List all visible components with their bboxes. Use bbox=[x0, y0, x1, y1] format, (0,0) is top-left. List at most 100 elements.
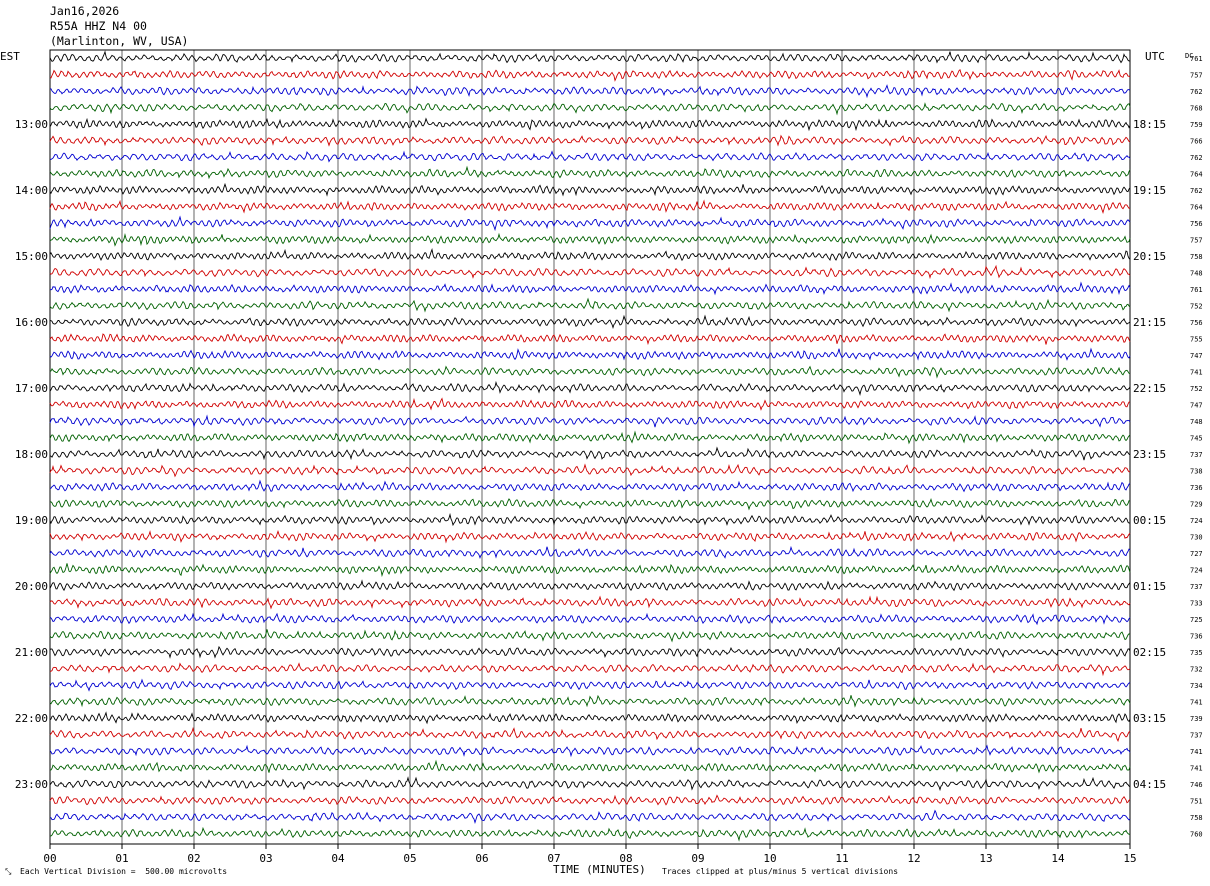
x-tick-label: 06 bbox=[475, 852, 488, 865]
x-tick-label: 14 bbox=[1051, 852, 1065, 865]
est-hour-label: 21:00 bbox=[15, 646, 48, 659]
seismic-trace bbox=[49, 248, 1131, 262]
seismic-trace bbox=[49, 182, 1131, 197]
scale-note: Each Vertical Division = 500.00 microvol… bbox=[20, 867, 228, 876]
seismic-trace bbox=[49, 711, 1131, 725]
dc-offset-label: 757 bbox=[1190, 72, 1203, 80]
dc-offset-label: 747 bbox=[1190, 402, 1203, 410]
dc-offset-label: 762 bbox=[1190, 154, 1203, 162]
dc-offset-label: 739 bbox=[1190, 715, 1203, 723]
seismic-trace bbox=[49, 446, 1131, 461]
seismic-trace bbox=[49, 314, 1131, 329]
dc-offset-label: 741 bbox=[1190, 765, 1203, 773]
est-hour-label: 15:00 bbox=[15, 250, 48, 263]
seismic-trace bbox=[49, 430, 1131, 445]
utc-hour-label: 01:15 bbox=[1133, 580, 1166, 593]
dc-offset-label: 762 bbox=[1190, 88, 1203, 96]
dc-offset-label: 761 bbox=[1190, 286, 1203, 294]
seismic-trace bbox=[49, 397, 1131, 411]
dc-offset-label: 764 bbox=[1190, 204, 1203, 212]
dc-offset-label: 760 bbox=[1190, 831, 1203, 839]
x-tick-label: 04 bbox=[331, 852, 345, 865]
seismic-trace bbox=[49, 579, 1131, 592]
clip-note: Traces clipped at plus/minus 5 vertical … bbox=[662, 867, 899, 876]
dc-offset-label: 736 bbox=[1190, 633, 1203, 641]
utc-hour-label: 23:15 bbox=[1133, 448, 1166, 461]
dc-offset-label: 736 bbox=[1190, 484, 1203, 492]
dc-offset-label: 759 bbox=[1190, 121, 1203, 129]
seismic-trace bbox=[49, 365, 1131, 379]
station-location: (Marlinton, WV, USA) bbox=[50, 34, 189, 48]
x-tick-label: 12 bbox=[907, 852, 920, 865]
utc-hour-label: 02:15 bbox=[1133, 646, 1166, 659]
x-tick-label: 10 bbox=[763, 852, 776, 865]
est-hour-label: 22:00 bbox=[15, 712, 48, 725]
x-tick-label: 02 bbox=[187, 852, 200, 865]
dc-offset-label: 755 bbox=[1190, 336, 1203, 344]
dc-offset-label: 727 bbox=[1190, 550, 1203, 558]
dc-offset-label: 724 bbox=[1190, 517, 1203, 525]
seismic-trace bbox=[49, 776, 1131, 792]
dc-offset-label: 752 bbox=[1190, 303, 1203, 311]
dc-offset-label: 764 bbox=[1190, 171, 1203, 179]
seismic-trace bbox=[49, 281, 1131, 296]
seismic-trace bbox=[49, 512, 1130, 527]
seismic-trace bbox=[49, 498, 1131, 511]
utc-hour-label: 18:15 bbox=[1133, 118, 1166, 131]
dc-offset-label: 748 bbox=[1190, 270, 1203, 278]
seismic-trace bbox=[49, 333, 1131, 346]
seismic-trace bbox=[49, 629, 1131, 643]
est-hour-label: 17:00 bbox=[15, 382, 48, 395]
dc-offset-label: 741 bbox=[1190, 699, 1203, 707]
dc-offset-label: 738 bbox=[1190, 468, 1203, 476]
utc-hour-label: 21:15 bbox=[1133, 316, 1166, 329]
seismic-trace bbox=[49, 232, 1131, 247]
est-hour-label: 14:00 bbox=[15, 184, 48, 197]
seismic-trace bbox=[49, 69, 1131, 82]
dc-offset-label: 737 bbox=[1190, 583, 1203, 591]
seismic-trace bbox=[49, 694, 1131, 708]
seismic-trace bbox=[49, 117, 1131, 132]
seismic-trace bbox=[49, 84, 1131, 99]
utc-hour-label: 20:15 bbox=[1133, 250, 1166, 263]
seismic-trace bbox=[49, 744, 1131, 758]
seismic-trace bbox=[49, 809, 1131, 825]
dc-offset-label: 761 bbox=[1190, 55, 1203, 63]
seismic-trace bbox=[49, 50, 1131, 64]
seismic-trace bbox=[49, 380, 1131, 397]
seismic-trace bbox=[49, 645, 1131, 659]
chart-labels: 00 01 02 03 04 05 06 07 08 09 10 11 12 13 14 15 13:00 14:… bbox=[15, 55, 1203, 865]
x-tick-label: 01 bbox=[115, 852, 128, 865]
seismic-trace bbox=[49, 347, 1131, 361]
dc-offset-label: 762 bbox=[1190, 187, 1203, 195]
dc-offset-label: 757 bbox=[1190, 237, 1203, 245]
dc-offset-header: DC bbox=[1185, 52, 1193, 60]
x-tick-label: 11 bbox=[835, 852, 848, 865]
dc-offset-label: 745 bbox=[1190, 435, 1203, 443]
seismic-trace bbox=[49, 726, 1131, 742]
dc-offset-label: 735 bbox=[1190, 649, 1203, 657]
dc-offset-label: 756 bbox=[1190, 319, 1203, 327]
seismic-trace bbox=[49, 199, 1131, 214]
seismic-trace bbox=[49, 529, 1131, 544]
dc-offset-label: 747 bbox=[1190, 352, 1203, 360]
seismic-trace bbox=[49, 662, 1131, 677]
seismic-trace bbox=[49, 297, 1131, 313]
dc-offset-label: 746 bbox=[1190, 781, 1203, 789]
scale-icon: ⤡ bbox=[5, 867, 12, 876]
seismic-trace bbox=[50, 150, 1131, 163]
chart-traces bbox=[49, 50, 1131, 842]
dc-offset-label: 748 bbox=[1190, 418, 1203, 426]
station-code: R55A HHZ N4 00 bbox=[50, 19, 147, 33]
x-tick-label: 15 bbox=[1123, 852, 1136, 865]
x-tick-label: 05 bbox=[403, 852, 416, 865]
dc-offset-label: 766 bbox=[1190, 138, 1203, 146]
plot-date: Jan16,2026 bbox=[50, 4, 120, 18]
utc-hour-label: 19:15 bbox=[1133, 184, 1166, 197]
x-tick-label: 09 bbox=[691, 852, 704, 865]
dc-offset-label: 737 bbox=[1190, 732, 1203, 740]
seismic-trace bbox=[49, 414, 1131, 429]
seismic-trace bbox=[49, 215, 1131, 232]
dc-offset-label: 725 bbox=[1190, 616, 1203, 624]
